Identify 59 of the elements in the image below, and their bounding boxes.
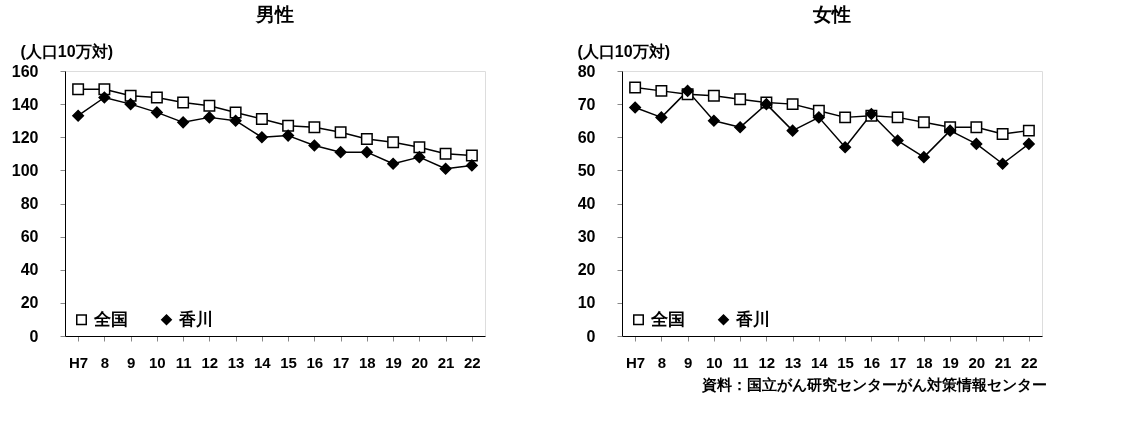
x-tick-label: 17: [332, 353, 350, 371]
y-tick-label: 0: [586, 327, 596, 345]
x-tick-label: 12: [201, 353, 219, 371]
x-tick-label: 9: [683, 353, 693, 371]
x-tick-label: 22: [464, 353, 481, 371]
y-tick-label: 40: [577, 195, 596, 212]
x-tick-label: 11: [175, 353, 192, 371]
y-tick-label: 10: [577, 294, 596, 312]
y-tick-label: 0: [29, 327, 39, 345]
y-tick-label: 80: [577, 62, 596, 80]
chart-title: 男性: [255, 4, 294, 25]
x-tick-label: 15: [280, 353, 297, 371]
x-tick-label: 14: [254, 353, 272, 371]
y-tick-label: 160: [11, 62, 39, 80]
y-axis-title: (人口10万対): [20, 41, 113, 60]
legend-label: 全国: [650, 309, 685, 329]
y-tick-label: 20: [20, 294, 39, 312]
x-tick-label: 9: [126, 353, 136, 371]
x-tick-label: 10: [706, 353, 723, 371]
y-tick-label: 80: [20, 195, 39, 212]
chart-title: 女性: [812, 4, 851, 25]
x-tick-label: 8: [100, 353, 110, 371]
legend-label: 香川: [735, 309, 770, 329]
y-axis-title: (人口10万対): [577, 41, 670, 60]
y-tick-label: 70: [577, 95, 596, 113]
legend-label: 香川: [178, 309, 213, 329]
x-tick-label: 16: [306, 353, 324, 371]
y-tick-label: 40: [20, 261, 39, 279]
y-tick-label: 60: [20, 228, 39, 246]
x-tick-label: H7: [69, 353, 89, 371]
x-tick-label: 17: [889, 353, 907, 371]
x-tick-label: 21: [994, 353, 1012, 371]
x-tick-label: H7: [626, 353, 646, 371]
x-tick-label: 13: [227, 353, 245, 371]
x-tick-label: 20: [968, 353, 986, 371]
y-tick-label: 20: [577, 261, 596, 279]
x-tick-label: 13: [784, 353, 802, 371]
x-tick-label: 15: [837, 353, 854, 371]
y-tick-label: 120: [11, 128, 39, 146]
x-tick-label: 18: [916, 353, 933, 371]
x-tick-label: 16: [863, 353, 881, 371]
y-tick-label: 60: [577, 128, 596, 146]
x-tick-label: 12: [758, 353, 776, 371]
y-tick-label: 140: [11, 95, 39, 113]
x-tick-label: 19: [385, 353, 402, 371]
x-tick-label: 19: [942, 353, 959, 371]
text: 資料：国立がん研究センターがん対策情報センター: [701, 376, 1047, 394]
x-tick-label: 11: [732, 353, 749, 371]
x-tick-label: 14: [811, 353, 829, 371]
y-tick-label: 30: [577, 228, 596, 246]
x-tick-label: 20: [411, 353, 429, 371]
x-tick-label: 10: [149, 353, 166, 371]
legend-label: 全国: [93, 309, 128, 329]
x-tick-label: 18: [359, 353, 376, 371]
y-tick-label: 100: [11, 161, 39, 179]
x-tick-label: 8: [657, 353, 667, 371]
x-tick-label: 21: [437, 353, 455, 371]
x-tick-label: 22: [1021, 353, 1038, 371]
y-tick-label: 50: [577, 161, 596, 179]
